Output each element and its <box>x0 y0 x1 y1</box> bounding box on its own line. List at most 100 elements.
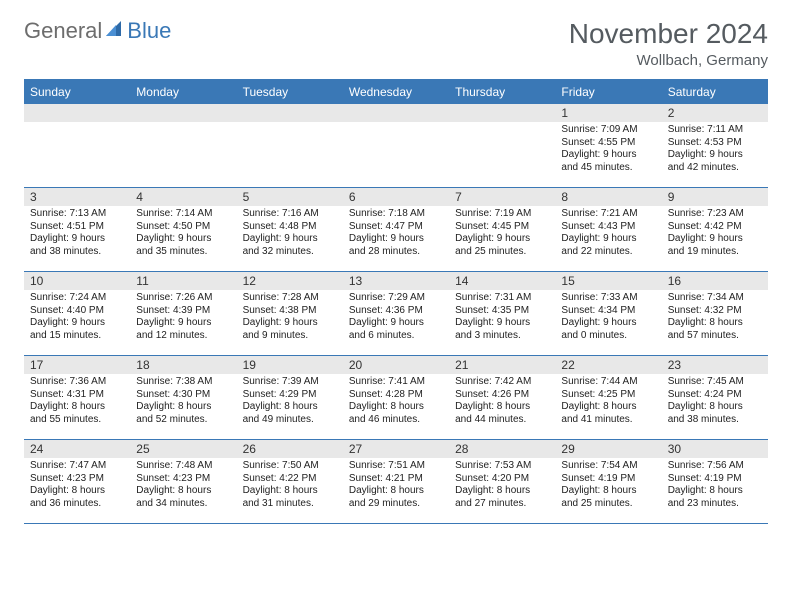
day-detail: Sunrise: 7:23 AMSunset: 4:42 PMDaylight:… <box>662 206 768 262</box>
day-number: 12 <box>237 272 343 290</box>
calendar-cell <box>237 104 343 188</box>
logo: General Blue <box>24 18 171 44</box>
calendar-cell: 9Sunrise: 7:23 AMSunset: 4:42 PMDaylight… <box>662 188 768 272</box>
calendar-cell: 14Sunrise: 7:31 AMSunset: 4:35 PMDayligh… <box>449 272 555 356</box>
calendar-cell: 2Sunrise: 7:11 AMSunset: 4:53 PMDaylight… <box>662 104 768 188</box>
day-detail: Sunrise: 7:14 AMSunset: 4:50 PMDaylight:… <box>130 206 236 262</box>
day-number: 20 <box>343 356 449 374</box>
calendar-cell: 30Sunrise: 7:56 AMSunset: 4:19 PMDayligh… <box>662 440 768 524</box>
day-number <box>343 104 449 122</box>
calendar-cell: 5Sunrise: 7:16 AMSunset: 4:48 PMDaylight… <box>237 188 343 272</box>
calendar-cell: 15Sunrise: 7:33 AMSunset: 4:34 PMDayligh… <box>555 272 661 356</box>
calendar-table: SundayMondayTuesdayWednesdayThursdayFrid… <box>24 79 768 524</box>
day-number: 15 <box>555 272 661 290</box>
day-number: 1 <box>555 104 661 122</box>
day-number: 19 <box>237 356 343 374</box>
day-detail: Sunrise: 7:19 AMSunset: 4:45 PMDaylight:… <box>449 206 555 262</box>
day-detail: Sunrise: 7:39 AMSunset: 4:29 PMDaylight:… <box>237 374 343 430</box>
day-detail: Sunrise: 7:31 AMSunset: 4:35 PMDaylight:… <box>449 290 555 346</box>
calendar-cell: 1Sunrise: 7:09 AMSunset: 4:55 PMDaylight… <box>555 104 661 188</box>
day-number: 27 <box>343 440 449 458</box>
calendar-cell: 29Sunrise: 7:54 AMSunset: 4:19 PMDayligh… <box>555 440 661 524</box>
calendar-cell: 18Sunrise: 7:38 AMSunset: 4:30 PMDayligh… <box>130 356 236 440</box>
weekday-header: Sunday <box>24 80 130 104</box>
day-number: 16 <box>662 272 768 290</box>
logo-text-general: General <box>24 18 102 44</box>
calendar-cell: 6Sunrise: 7:18 AMSunset: 4:47 PMDaylight… <box>343 188 449 272</box>
calendar-cell: 28Sunrise: 7:53 AMSunset: 4:20 PMDayligh… <box>449 440 555 524</box>
weekday-header: Tuesday <box>237 80 343 104</box>
day-number: 10 <box>24 272 130 290</box>
calendar-cell: 17Sunrise: 7:36 AMSunset: 4:31 PMDayligh… <box>24 356 130 440</box>
day-detail: Sunrise: 7:54 AMSunset: 4:19 PMDaylight:… <box>555 458 661 514</box>
day-number: 9 <box>662 188 768 206</box>
calendar-cell: 11Sunrise: 7:26 AMSunset: 4:39 PMDayligh… <box>130 272 236 356</box>
day-detail: Sunrise: 7:38 AMSunset: 4:30 PMDaylight:… <box>130 374 236 430</box>
day-number: 6 <box>343 188 449 206</box>
calendar-cell: 22Sunrise: 7:44 AMSunset: 4:25 PMDayligh… <box>555 356 661 440</box>
day-detail: Sunrise: 7:45 AMSunset: 4:24 PMDaylight:… <box>662 374 768 430</box>
day-detail: Sunrise: 7:50 AMSunset: 4:22 PMDaylight:… <box>237 458 343 514</box>
day-detail: Sunrise: 7:56 AMSunset: 4:19 PMDaylight:… <box>662 458 768 514</box>
day-detail: Sunrise: 7:53 AMSunset: 4:20 PMDaylight:… <box>449 458 555 514</box>
header: General Blue November 2024 Wollbach, Ger… <box>24 18 768 69</box>
day-number: 30 <box>662 440 768 458</box>
day-detail: Sunrise: 7:13 AMSunset: 4:51 PMDaylight:… <box>24 206 130 262</box>
day-detail: Sunrise: 7:28 AMSunset: 4:38 PMDaylight:… <box>237 290 343 346</box>
day-number: 25 <box>130 440 236 458</box>
page-location: Wollbach, Germany <box>569 52 768 69</box>
calendar-cell: 3Sunrise: 7:13 AMSunset: 4:51 PMDaylight… <box>24 188 130 272</box>
day-detail <box>237 122 343 128</box>
day-detail: Sunrise: 7:42 AMSunset: 4:26 PMDaylight:… <box>449 374 555 430</box>
calendar-cell: 4Sunrise: 7:14 AMSunset: 4:50 PMDaylight… <box>130 188 236 272</box>
day-number: 14 <box>449 272 555 290</box>
day-detail: Sunrise: 7:47 AMSunset: 4:23 PMDaylight:… <box>24 458 130 514</box>
calendar-cell: 12Sunrise: 7:28 AMSunset: 4:38 PMDayligh… <box>237 272 343 356</box>
day-number: 21 <box>449 356 555 374</box>
calendar-cell <box>130 104 236 188</box>
day-number <box>24 104 130 122</box>
weekday-header: Wednesday <box>343 80 449 104</box>
day-detail: Sunrise: 7:41 AMSunset: 4:28 PMDaylight:… <box>343 374 449 430</box>
calendar-cell <box>24 104 130 188</box>
day-detail: Sunrise: 7:11 AMSunset: 4:53 PMDaylight:… <box>662 122 768 178</box>
day-number: 17 <box>24 356 130 374</box>
calendar-cell: 27Sunrise: 7:51 AMSunset: 4:21 PMDayligh… <box>343 440 449 524</box>
calendar-cell: 24Sunrise: 7:47 AMSunset: 4:23 PMDayligh… <box>24 440 130 524</box>
day-detail: Sunrise: 7:51 AMSunset: 4:21 PMDaylight:… <box>343 458 449 514</box>
weekday-header: Monday <box>130 80 236 104</box>
day-number: 7 <box>449 188 555 206</box>
day-number: 28 <box>449 440 555 458</box>
day-number: 13 <box>343 272 449 290</box>
day-number: 8 <box>555 188 661 206</box>
calendar-cell: 7Sunrise: 7:19 AMSunset: 4:45 PMDaylight… <box>449 188 555 272</box>
weekday-header: Thursday <box>449 80 555 104</box>
day-number: 18 <box>130 356 236 374</box>
day-detail: Sunrise: 7:34 AMSunset: 4:32 PMDaylight:… <box>662 290 768 346</box>
day-number <box>130 104 236 122</box>
calendar-cell: 23Sunrise: 7:45 AMSunset: 4:24 PMDayligh… <box>662 356 768 440</box>
day-number: 22 <box>555 356 661 374</box>
weekday-header: Friday <box>555 80 661 104</box>
sail-icon <box>104 19 124 44</box>
day-detail <box>343 122 449 128</box>
title-block: November 2024 Wollbach, Germany <box>569 18 768 69</box>
day-number: 5 <box>237 188 343 206</box>
day-detail: Sunrise: 7:18 AMSunset: 4:47 PMDaylight:… <box>343 206 449 262</box>
calendar-cell: 25Sunrise: 7:48 AMSunset: 4:23 PMDayligh… <box>130 440 236 524</box>
calendar-cell <box>343 104 449 188</box>
day-detail: Sunrise: 7:21 AMSunset: 4:43 PMDaylight:… <box>555 206 661 262</box>
day-number: 26 <box>237 440 343 458</box>
day-detail <box>449 122 555 128</box>
day-detail <box>130 122 236 128</box>
day-number: 29 <box>555 440 661 458</box>
day-detail: Sunrise: 7:16 AMSunset: 4:48 PMDaylight:… <box>237 206 343 262</box>
day-detail: Sunrise: 7:36 AMSunset: 4:31 PMDaylight:… <box>24 374 130 430</box>
day-detail: Sunrise: 7:29 AMSunset: 4:36 PMDaylight:… <box>343 290 449 346</box>
calendar-cell: 21Sunrise: 7:42 AMSunset: 4:26 PMDayligh… <box>449 356 555 440</box>
day-number <box>449 104 555 122</box>
page-title: November 2024 <box>569 18 768 50</box>
day-detail: Sunrise: 7:24 AMSunset: 4:40 PMDaylight:… <box>24 290 130 346</box>
day-detail: Sunrise: 7:44 AMSunset: 4:25 PMDaylight:… <box>555 374 661 430</box>
day-number: 2 <box>662 104 768 122</box>
